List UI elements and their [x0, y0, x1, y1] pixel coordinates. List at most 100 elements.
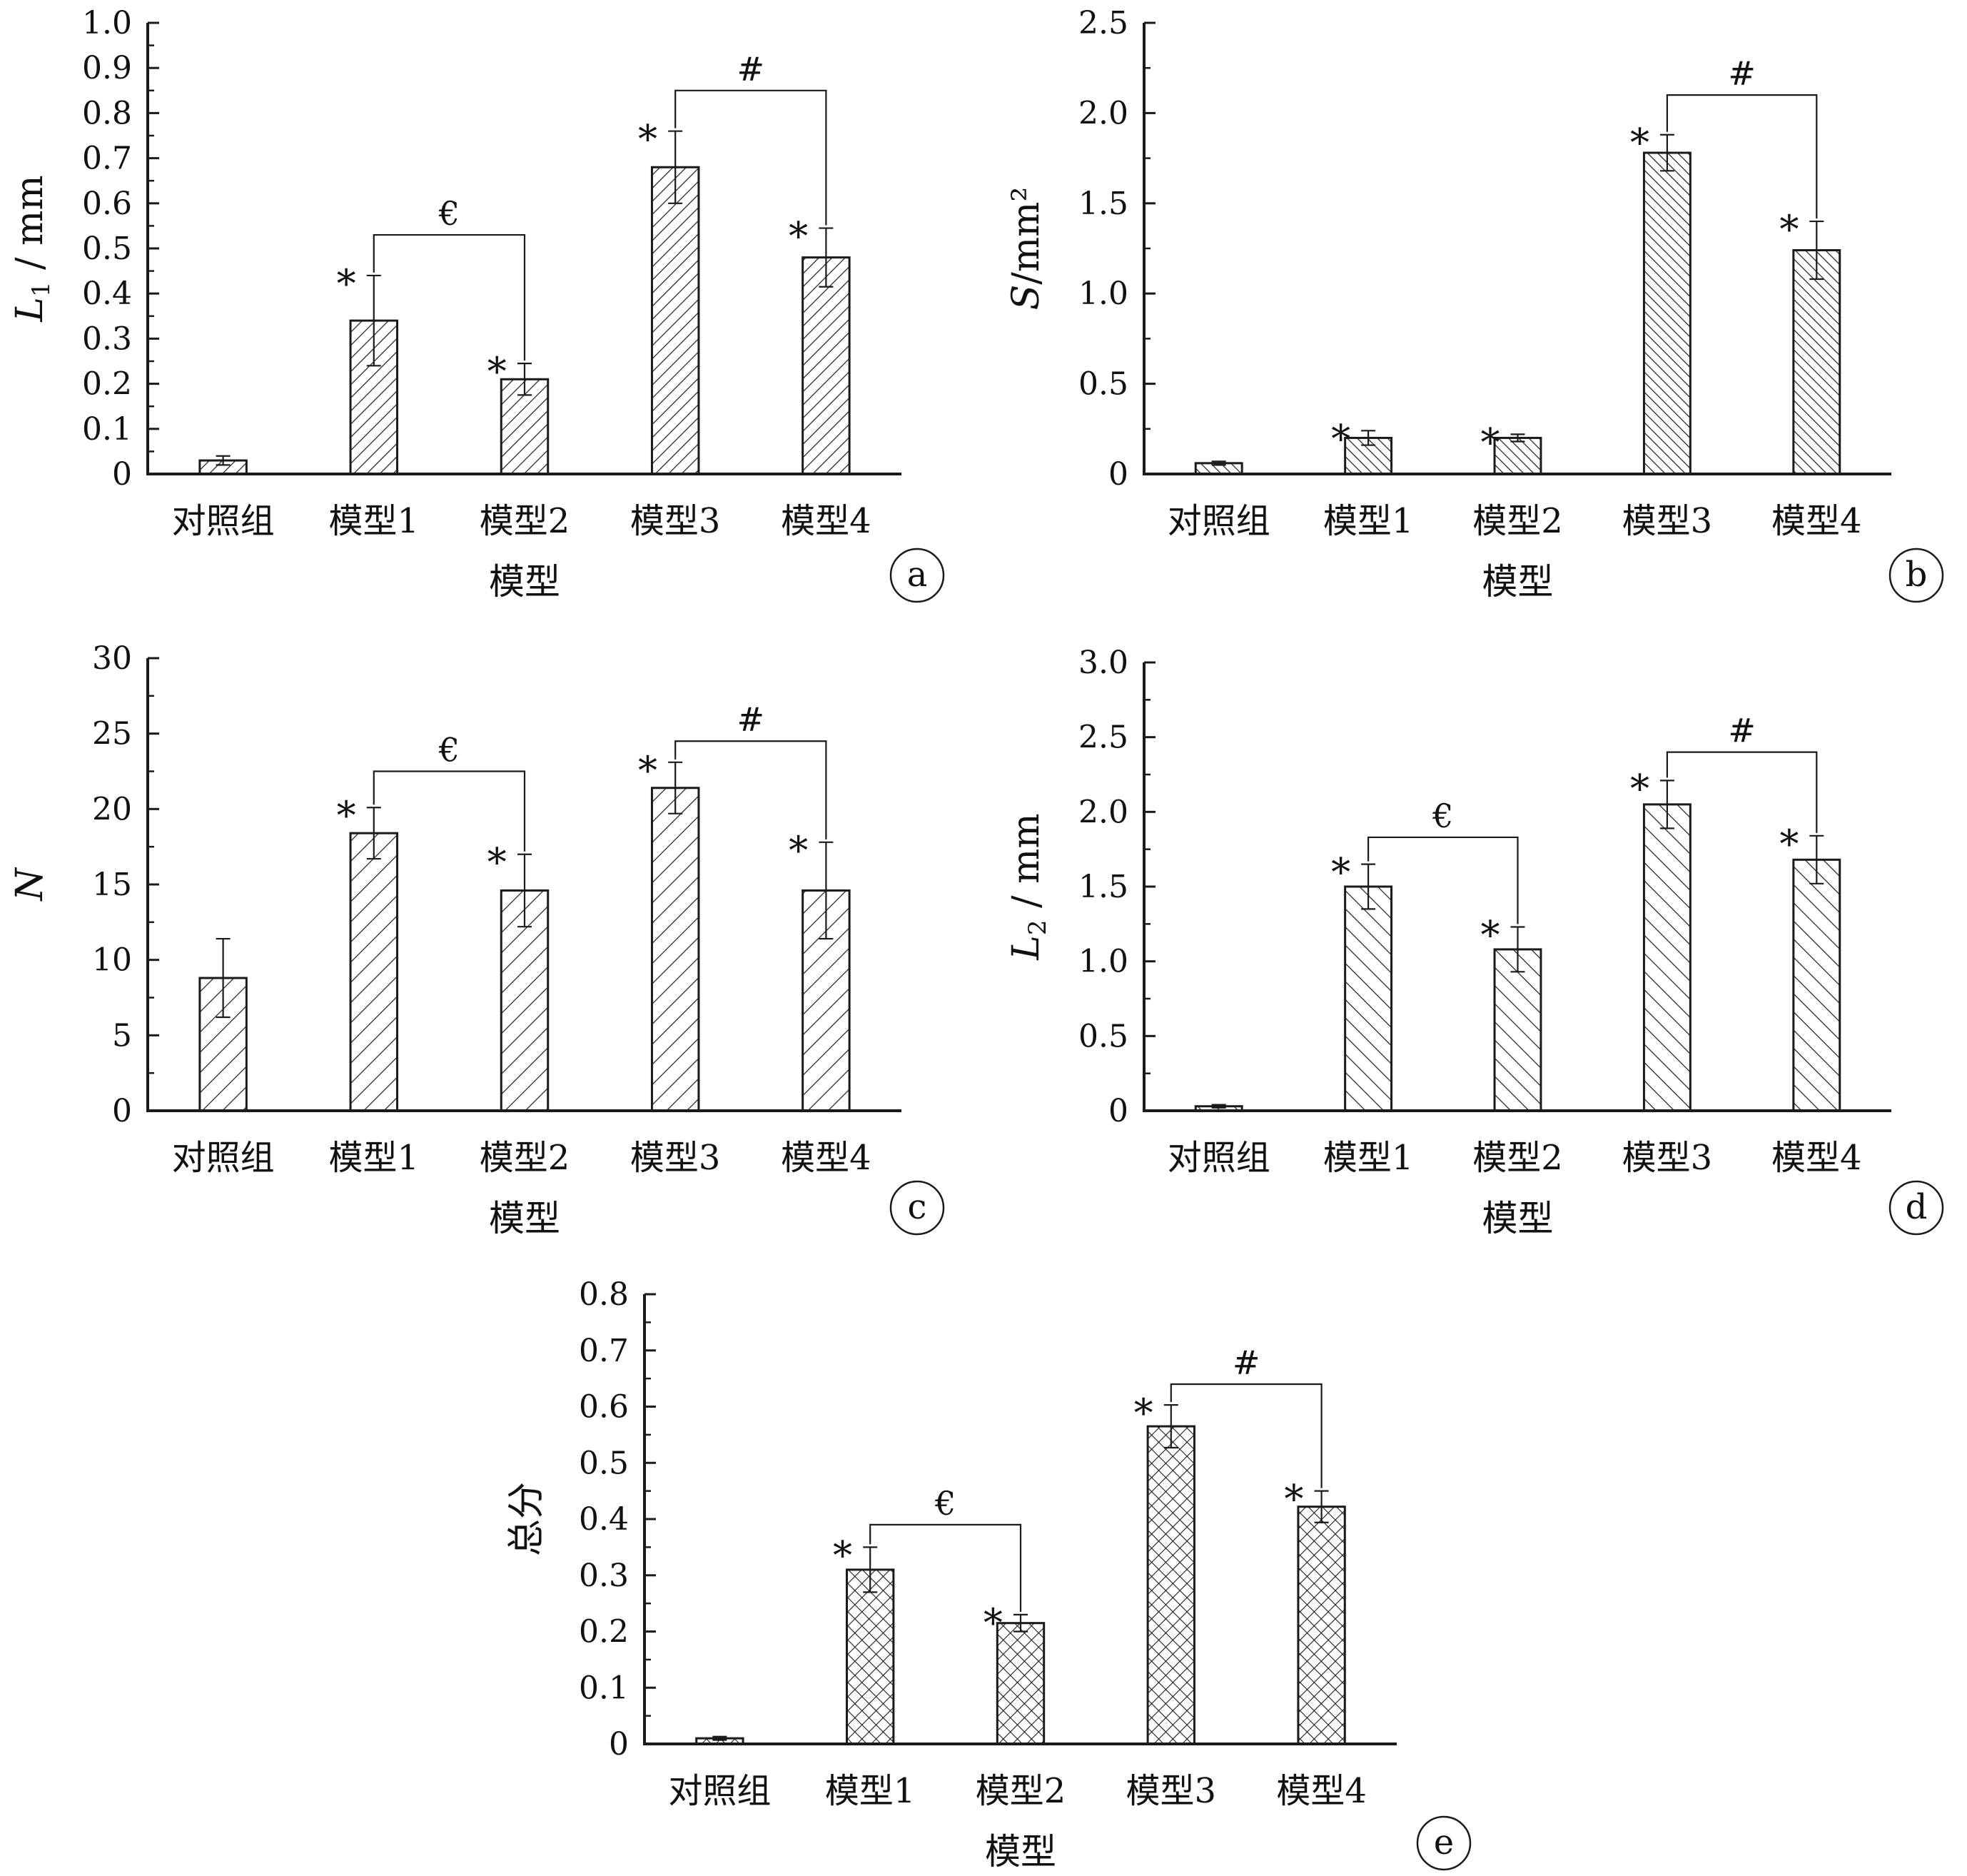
significance-star: * — [1630, 121, 1649, 166]
bracket-label: # — [737, 700, 765, 739]
y-tick-label: 0.5 — [1078, 1018, 1128, 1054]
significance-bracket — [1170, 1383, 1323, 1488]
y-tick-label: 0.5 — [1078, 366, 1128, 403]
significance-bracket — [373, 770, 526, 852]
y-axis-label: S/mm² — [1005, 187, 1048, 311]
bar-模型4 — [802, 256, 851, 475]
significance-star: * — [337, 793, 356, 838]
significance-bracket — [869, 1523, 1022, 1612]
bracket-label: # — [1233, 1343, 1260, 1382]
significance-star: * — [1134, 1391, 1153, 1436]
y-tick-label: 0.8 — [82, 95, 132, 131]
y-tick-label: 0.3 — [579, 1558, 629, 1594]
y-tick-label: 0.9 — [82, 50, 132, 86]
bar-模型3 — [650, 166, 700, 475]
x-axis-label: 模型 — [489, 561, 560, 602]
significance-bracket — [373, 233, 526, 361]
y-tick-label: 1.0 — [1078, 944, 1128, 980]
y-axis-label: N — [9, 867, 51, 902]
significance-bracket — [1666, 94, 1818, 219]
significance-star: * — [337, 261, 356, 306]
bar-模型4 — [1792, 249, 1841, 475]
y-tick-label: 0 — [1108, 1093, 1128, 1129]
panel-letter-circle — [889, 548, 945, 603]
y-axis-label: 总分 — [505, 1482, 548, 1556]
significance-star: * — [789, 828, 808, 873]
significance-star: * — [984, 1600, 1003, 1645]
bar-模型1 — [349, 832, 399, 1112]
bar-模型2 — [1493, 436, 1542, 475]
category-label: 模型3 — [1622, 501, 1713, 541]
y-tick-label: 30 — [92, 640, 132, 677]
category-label: 对照组 — [668, 1771, 771, 1811]
y-tick-label: 1.0 — [82, 5, 132, 41]
significance-star: * — [487, 840, 507, 885]
category-label: 模型3 — [630, 1138, 721, 1178]
category-label: 模型2 — [1472, 1138, 1563, 1178]
significance-star: * — [1284, 1477, 1303, 1522]
y-tick-label: 1.5 — [1078, 869, 1128, 905]
y-tick-label: 0.5 — [82, 231, 132, 267]
y-tick-label: 0.2 — [579, 1614, 629, 1650]
panel-letter: b — [1906, 555, 1928, 595]
y-tick-label: 0.7 — [82, 141, 132, 177]
panel-letter: e — [1434, 1822, 1454, 1862]
category-label: 模型2 — [976, 1771, 1066, 1811]
y-tick-label: 0.8 — [579, 1276, 629, 1313]
y-tick-label: 0.6 — [579, 1389, 629, 1426]
bar-模型3 — [1642, 803, 1692, 1112]
bar-模型2 — [1493, 948, 1542, 1112]
significance-star: * — [1779, 822, 1799, 867]
y-tick-label: 0.7 — [579, 1333, 629, 1369]
category-label: 模型4 — [1276, 1771, 1367, 1811]
chart-panel-a: 0 0.1 0.2 0.3 0.4 0.5 0.6 0.7 0.8 0.9 1.0 L1 / mm 对照… — [9, 5, 945, 603]
category-label: 模型2 — [1472, 501, 1563, 541]
y-tick-label: 1.0 — [1078, 276, 1128, 312]
panel-letter-circle — [889, 1180, 945, 1236]
significance-star: * — [1779, 207, 1799, 252]
y-tick-label: 0 — [112, 456, 132, 493]
category-label: 模型1 — [1323, 501, 1414, 541]
y-tick-label: 0.5 — [579, 1445, 629, 1481]
bar-模型4 — [1792, 858, 1841, 1112]
y-tick-label: 0 — [609, 1726, 629, 1762]
significance-bracket — [1367, 836, 1519, 924]
category-label: 模型1 — [329, 501, 420, 541]
chart-panel-b: 0 0.5 1.0 1.5 2.0 2.5 S/mm² 对照组 * 模型1 * 模型2 * 模型3 * 模型4… — [1005, 5, 1944, 603]
category-label: 对照组 — [172, 501, 275, 541]
panel-letter-circle — [1888, 548, 1944, 603]
category-label: 模型4 — [781, 501, 871, 541]
y-tick-label: 2.0 — [1078, 95, 1128, 131]
category-label: 对照组 — [172, 1138, 275, 1178]
y-tick-label: 3.0 — [1078, 645, 1128, 681]
y-tick-label: 25 — [92, 716, 132, 752]
category-label: 模型3 — [1126, 1771, 1217, 1811]
panel-letter: c — [908, 1187, 927, 1227]
y-tick-label: 15 — [92, 867, 132, 903]
significance-star: * — [1481, 913, 1500, 958]
panel-letter: a — [907, 555, 928, 595]
x-axis-label: 模型 — [985, 1831, 1056, 1872]
y-tick-label: 0 — [112, 1093, 132, 1129]
category-label: 对照组 — [1168, 501, 1270, 541]
significance-bracket — [674, 740, 827, 839]
category-label: 模型3 — [630, 501, 721, 541]
category-label: 模型3 — [1622, 1138, 1713, 1178]
y-axis-label: L1 / mm — [9, 175, 56, 322]
y-axis-label: L2 / mm — [1005, 813, 1052, 960]
category-label: 模型4 — [1771, 1138, 1862, 1178]
bar-模型3 — [1642, 151, 1692, 475]
bracket-label: € — [438, 194, 460, 233]
y-tick-label: 2.5 — [1078, 720, 1128, 756]
significance-bracket — [674, 89, 827, 226]
chart-panel-c: 0 5 10 15 20 25 30 N 对照组 * 模型1 * 模型2 * 模型3 * 模型4 € # 模型 c — [9, 640, 945, 1239]
y-tick-label: 2.0 — [1078, 794, 1128, 830]
bracket-label: # — [1728, 54, 1756, 93]
y-tick-label: 0.4 — [82, 276, 132, 312]
bar-模型3 — [650, 787, 700, 1112]
category-label: 模型2 — [480, 1138, 570, 1178]
y-tick-label: 20 — [92, 791, 132, 827]
panel-letter-circle — [1416, 1815, 1472, 1871]
category-label: 模型2 — [480, 501, 570, 541]
